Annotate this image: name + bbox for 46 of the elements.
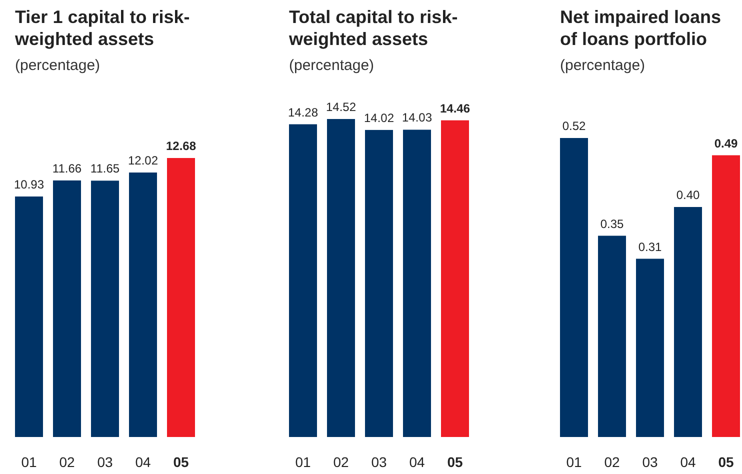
x-tick-label: 01 <box>21 454 37 470</box>
data-label: 0.40 <box>676 188 700 202</box>
chart-subtitle: (percentage) <box>289 57 374 74</box>
x-tick-label: 05 <box>718 454 734 470</box>
data-label: 11.66 <box>52 161 82 176</box>
chart-subtitle: (percentage) <box>560 57 646 74</box>
data-label: 0.52 <box>562 119 586 133</box>
data-label: 11.65 <box>90 162 120 176</box>
bar <box>560 138 588 437</box>
x-tick-label: 04 <box>409 454 425 470</box>
bar <box>636 258 664 437</box>
chart-subtitle: (percentage) <box>15 57 100 74</box>
x-tick-label: 04 <box>135 454 151 470</box>
bar <box>598 236 626 437</box>
bar <box>712 155 740 437</box>
x-tick-label: 03 <box>371 454 387 470</box>
chart-title: Tier 1 capital to risk- weighted assets <box>14 7 190 49</box>
chart-title: Net impaired loans of loans portfolio <box>560 7 722 49</box>
data-label: 0.49 <box>714 136 738 150</box>
data-label: 14.28 <box>288 105 318 120</box>
data-label: 14.02 <box>364 110 394 125</box>
data-label: 14.03 <box>402 110 432 125</box>
data-label: 14.46 <box>440 101 470 116</box>
x-tick-label: 03 <box>97 454 113 470</box>
data-label: 12.02 <box>128 154 158 168</box>
data-label: 0.31 <box>638 240 662 254</box>
x-tick-label: 03 <box>642 454 658 470</box>
x-tick-label: 02 <box>604 454 620 470</box>
x-tick-label: 02 <box>59 454 75 470</box>
x-tick-label: 01 <box>295 454 311 470</box>
bar <box>129 172 157 437</box>
x-tick-label: 01 <box>566 454 582 470</box>
x-tick-label: 04 <box>680 454 696 470</box>
bar <box>53 180 81 437</box>
data-label: 12.68 <box>166 139 196 153</box>
x-tick-label: 05 <box>173 454 189 470</box>
chart-title: Total capital to risk- weighted assets <box>288 7 458 49</box>
bar <box>674 207 702 437</box>
x-tick-label: 02 <box>333 454 349 470</box>
bar <box>15 196 43 437</box>
bar <box>91 180 119 437</box>
data-label: 0.35 <box>600 216 624 231</box>
data-label: 10.93 <box>14 178 44 192</box>
x-tick-label: 05 <box>447 454 463 470</box>
bar <box>167 158 195 437</box>
data-label: 14.52 <box>326 100 356 114</box>
